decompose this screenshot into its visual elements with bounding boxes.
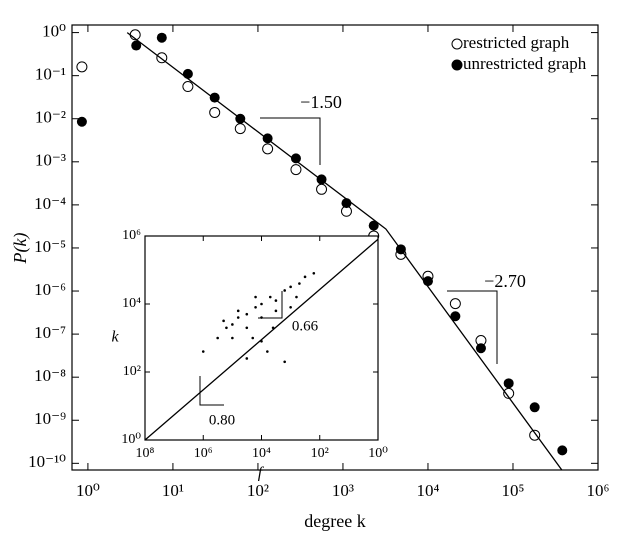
data-point [298,282,301,285]
data-point [283,289,286,292]
y-tick-label: 10⁻⁹ [34,409,66,428]
data-point [236,316,240,319]
data-point [283,360,286,364]
x-tick-label: 10⁶ [194,446,213,461]
data-point [274,309,278,313]
x-tick-label: 10² [247,481,269,500]
y-axis-label: P(k) [10,233,31,265]
data-point [303,275,307,279]
data-point [201,350,205,353]
y-tick-label: 10⁰ [42,21,66,40]
x-tick-label: 10⁴ [252,446,271,461]
data-point [236,309,240,313]
data-point [316,183,328,195]
fit-line [126,32,563,470]
x-tick-label: 10⁰ [76,481,100,500]
data-point [245,357,249,360]
data-point [251,336,255,340]
inset-y-axis-label: k [111,329,119,346]
y-tick-label: 10⁻⁴ [34,194,66,213]
x-tick-label: 10⁶ [587,481,610,500]
data-point [76,61,88,73]
data-point [274,299,278,302]
data-point [289,305,292,309]
y-tick-label: 10⁻⁵ [34,237,66,256]
data-point [182,68,193,79]
slope-guide [260,117,321,165]
data-point [245,326,249,330]
data-point [503,378,514,389]
annotation: 0.66 [292,318,319,334]
y-tick-label: 10⁻² [35,108,66,127]
annotation: −1.50 [300,92,342,112]
data-point [222,319,225,323]
data-point [266,350,269,353]
data-point [557,445,568,456]
x-tick-label: 10¹ [162,481,184,500]
data-point [254,295,257,299]
annotation: −2.70 [484,271,526,291]
data-point [290,164,302,176]
data-point [254,305,257,309]
legend-label: restricted graph [463,33,570,52]
y-tick-label: 10⁻¹ [35,65,66,84]
data-point [156,32,167,43]
data-point [268,295,272,299]
data-point [503,387,515,399]
y-tick-label: 10⁻¹⁰ [28,452,66,471]
data-point [245,312,249,316]
data-point [76,116,87,127]
x-tick-label: 10³ [332,481,354,500]
x-axis-label: degree k [304,511,365,531]
data-point [231,323,234,326]
data-point [234,123,246,135]
data-point [312,271,316,275]
x-tick-label: 10⁰ [368,446,388,461]
slope-guide [447,290,498,364]
y-tick-label: 10⁻⁸ [34,366,66,385]
data-point [225,326,228,330]
data-point [295,295,298,299]
y-tick-label: 10⁴ [122,296,141,311]
data-point [449,298,461,310]
inset-x-axis-label: f [258,465,265,482]
data-point [262,143,274,155]
data-point [450,311,461,322]
data-point [290,153,301,164]
data-point [529,402,540,413]
data-point [216,336,219,340]
data-point [529,429,541,441]
x-tick-label: 10² [311,446,329,461]
data-point [231,336,234,340]
x-tick-label: 10⁴ [416,481,439,500]
x-tick-label: 10⁸ [136,446,155,461]
data-point [209,106,221,118]
legend-label: unrestricted graph [463,54,587,73]
legend-marker [451,38,463,50]
y-tick-label: 10⁻⁷ [34,323,66,342]
data-point [475,343,486,354]
x-tick-label: 10⁵ [502,481,525,500]
data-point [368,220,379,231]
plot-area [145,238,378,440]
data-point [209,92,220,103]
data-point [260,302,263,306]
slope-guide [199,376,224,406]
legend-marker [451,59,463,71]
fit-line [145,238,378,440]
data-point [131,40,142,51]
data-point [182,81,194,93]
y-tick-label: 10⁻⁶ [34,280,66,299]
y-tick-label: 10⁶ [122,228,141,243]
annotation: 0.80 [209,412,235,428]
slope-guide [258,291,283,319]
data-point [289,285,292,289]
y-tick-label: 10⁰ [121,432,141,447]
y-tick-label: 10² [123,364,141,379]
y-tick-label: 10⁻³ [35,151,66,170]
